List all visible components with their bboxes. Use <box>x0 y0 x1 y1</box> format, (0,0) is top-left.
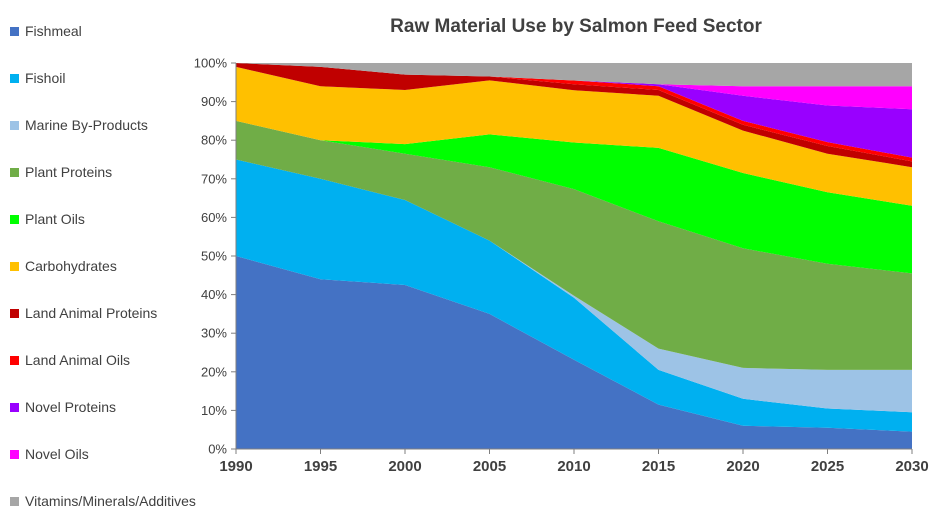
legend-swatch <box>10 214 19 224</box>
legend-swatch <box>10 308 19 318</box>
legend-swatch <box>10 496 19 506</box>
y-tick-label: 0% <box>208 442 227 457</box>
y-tick-label: 90% <box>201 94 227 109</box>
area-plant-oils <box>236 120 912 274</box>
area-novel-oils <box>236 63 912 110</box>
x-tick-labels: 1990 1995 2000 2005 2010 2015 2020 2025 2030 <box>219 458 928 475</box>
legend-swatch <box>10 73 19 83</box>
area-vitamins-minerals-additives <box>236 63 912 87</box>
x-tick-label: 2000 <box>388 458 421 475</box>
legend-item: Novel Oils <box>10 444 89 464</box>
legend-label: Novel Proteins <box>25 399 117 415</box>
y-tick-label: 20% <box>201 364 227 379</box>
x-tick-label: 2030 <box>895 458 928 475</box>
legend-label: Land Animal Oils <box>25 352 131 368</box>
legend-label: Land Animal Proteins <box>25 305 158 321</box>
x-tick-label: 1990 <box>219 458 252 475</box>
legend-swatch <box>10 355 19 365</box>
area-novel-proteins <box>236 63 912 158</box>
stacked-areas <box>236 63 912 449</box>
legend-label: Fishoil <box>25 70 66 86</box>
x-tick-label: 1995 <box>304 458 337 475</box>
legend-item: Fishmeal <box>10 21 82 41</box>
legend-item: Marine By-Products <box>10 115 148 135</box>
legend-swatch <box>10 26 19 36</box>
x-tick-label: 2025 <box>811 458 844 475</box>
legend-swatch <box>10 120 19 130</box>
area-fishmeal <box>236 256 912 449</box>
legend-label: Novel Oils <box>25 446 89 462</box>
legend-item: Land Animal Proteins <box>10 303 157 323</box>
legend-item: Plant Proteins <box>10 162 112 182</box>
y-tick-labels: 0% 10% 20% 30% 40% 50% 60% 70% 80% 90% 100% <box>194 56 228 457</box>
y-tick-label: 70% <box>201 171 227 186</box>
legend-label: Vitamins/Minerals/Additives <box>25 493 196 509</box>
legend-swatch <box>10 261 19 271</box>
y-tick-label: 80% <box>201 133 227 148</box>
legend-item: Plant Oils <box>10 209 85 229</box>
legend-label: Plant Proteins <box>25 164 113 180</box>
chart-title: Raw Material Use by Salmon Feed Sector <box>390 16 762 37</box>
legend-label: Fishmeal <box>25 23 82 39</box>
legend-item: Carbohydrates <box>10 256 117 276</box>
y-tick-label: 100% <box>194 56 228 71</box>
y-tick-label: 60% <box>201 210 227 225</box>
y-tick-label: 40% <box>201 287 227 302</box>
legend-label: Marine By-Products <box>25 117 148 133</box>
area-marine-by-products <box>236 159 912 413</box>
x-tick-label: 2005 <box>473 458 506 475</box>
legend-item: Novel Proteins <box>10 397 116 417</box>
area-fishoil <box>236 159 912 432</box>
legend-item: Fishoil <box>10 68 65 88</box>
legend-swatch <box>10 402 19 412</box>
y-tick-label: 50% <box>201 249 227 264</box>
area-carbohydrates <box>236 66 912 206</box>
y-tick-label: 30% <box>201 326 227 341</box>
legend-label: Carbohydrates <box>25 258 117 274</box>
legend-swatch <box>10 449 19 459</box>
x-tick-label: 2010 <box>557 458 590 475</box>
axes <box>231 62 913 454</box>
y-tick-label: 10% <box>201 403 227 418</box>
area-plant-proteins <box>236 120 912 370</box>
area-land-animal-oils <box>236 63 912 162</box>
legend-swatch <box>10 167 19 177</box>
legend-label: Plant Oils <box>25 211 85 227</box>
legend-item: Vitamins/Minerals/Additives <box>10 491 196 511</box>
area-land-animal-proteins <box>236 63 912 168</box>
x-tick-label: 2020 <box>726 458 759 475</box>
x-tick-label: 2015 <box>642 458 675 475</box>
legend-item: Land Animal Oils <box>10 350 130 370</box>
